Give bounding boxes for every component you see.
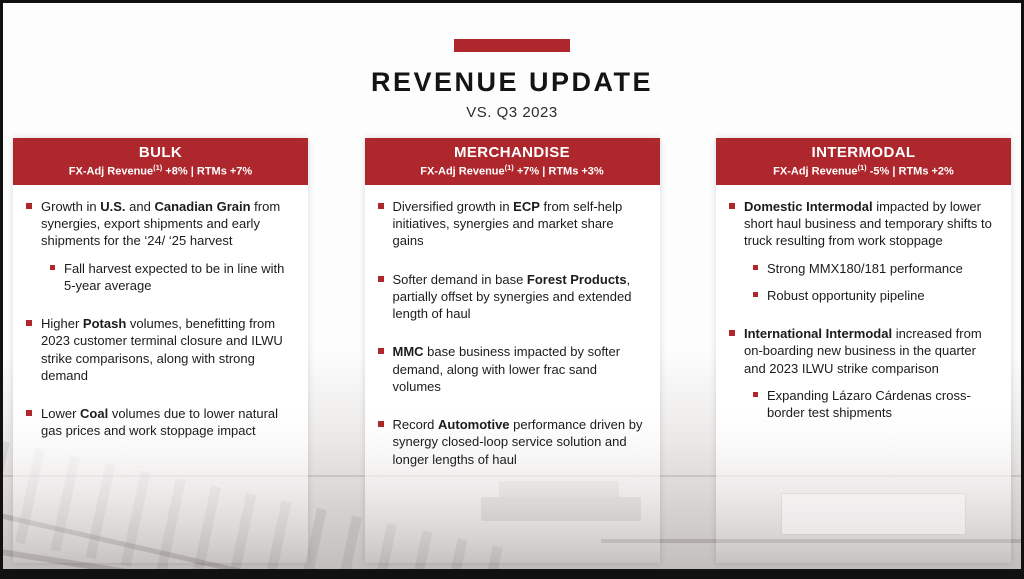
bullet-square-icon <box>729 330 735 337</box>
sub-bullet-item: Fall harvest expected to be in line with… <box>50 260 296 295</box>
bullet-text: Domestic Intermodal impacted by lower sh… <box>744 198 992 249</box>
page-title: REVENUE UPDATE <box>370 67 654 97</box>
sub-bullet-item: Robust opportunity pipeline <box>753 287 999 304</box>
bullet-square-icon <box>377 421 384 428</box>
bullet-text: Growth in U.S. and Canadian Grain from s… <box>41 198 281 249</box>
page-subtitle: VS. Q3 2023 <box>466 104 558 121</box>
bullet-square-icon <box>50 264 55 270</box>
stats-values: +7% | RTMs +3% <box>513 165 604 178</box>
column-stats: FX-Adj Revenue(1) +7% | RTMs +3% <box>371 163 654 178</box>
bullet-item: Lower Coal volumes due to lower natural … <box>26 405 296 440</box>
bullet-square-icon <box>753 291 758 297</box>
bullet-square-icon <box>753 391 758 397</box>
bullet-item: Growth in U.S. and Canadian Grain from s… <box>26 198 296 250</box>
bullet-item: Record Automotive performance driven by … <box>377 416 648 468</box>
sub-bullet-item: Strong MMX180/181 performance <box>753 260 999 277</box>
stats-footnote-marker: (1) <box>857 163 867 172</box>
bullet-text: Record Automotive performance driven by … <box>392 417 643 467</box>
bullet-text: Strong MMX180/181 performance <box>767 260 963 276</box>
bullet-text: Fall harvest expected to be in line with… <box>64 260 285 293</box>
stats-label: FX-Adj Revenue <box>68 165 154 178</box>
bullet-text: Softer demand in base Forest Products, p… <box>392 271 632 322</box>
bullet-square-icon <box>377 275 384 282</box>
title-accent-bar <box>454 39 570 52</box>
columns-container: BULK FX-Adj Revenue(1) +8% | RTMs +7% Gr… <box>13 138 1011 563</box>
bullet-square-icon <box>26 202 32 209</box>
bullet-square-icon <box>753 264 758 270</box>
bullet-square-icon <box>26 320 32 327</box>
bullet-square-icon <box>26 410 32 417</box>
bullet-square-icon <box>377 202 384 209</box>
bullet-item: Softer demand in base Forest Products, p… <box>377 271 648 323</box>
bullet-square-icon <box>729 202 735 209</box>
bullet-text: Expanding Lázaro Cárdenas cross-border t… <box>767 387 971 421</box>
bullet-text: Robust opportunity pipeline <box>767 287 925 303</box>
bottom-border-bar <box>3 569 1021 576</box>
column-title: BULK <box>138 144 183 161</box>
merchandise-column-body: Diversified growth in ECP from self-help… <box>364 184 660 563</box>
bulk-column: BULK FX-Adj Revenue(1) +8% | RTMs +7% Gr… <box>13 138 308 563</box>
bullet-text: MMC base business impacted by softer dem… <box>392 344 621 394</box>
bullet-item: Higher Potash volumes, benefitting from … <box>26 315 296 384</box>
stats-footnote-marker: (1) <box>504 163 514 172</box>
stats-label: FX-Adj Revenue <box>773 165 858 178</box>
bullet-item: International Intermodal increased from … <box>729 325 999 377</box>
intermodal-column: INTERMODAL FX-Adj Revenue(1) -5% | RTMs … <box>716 138 1011 563</box>
column-title: MERCHANDISE <box>453 144 571 161</box>
intermodal-column-body: Domestic Intermodal impacted by lower sh… <box>716 184 1011 563</box>
bulk-column-body: Growth in U.S. and Canadian Grain from s… <box>13 184 308 563</box>
intermodal-column-header: INTERMODAL FX-Adj Revenue(1) -5% | RTMs … <box>716 138 1011 185</box>
merchandise-column: MERCHANDISE FX-Adj Revenue(1) +7% | RTMs… <box>364 138 660 563</box>
merchandise-column-header: MERCHANDISE FX-Adj Revenue(1) +7% | RTMs… <box>364 138 660 185</box>
column-stats: FX-Adj Revenue(1) +8% | RTMs +7% <box>19 163 302 178</box>
bullet-text: Lower Coal volumes due to lower natural … <box>41 406 279 439</box>
stats-values: -5% | RTMs +2% <box>866 165 954 178</box>
bullet-text: International Intermodal increased from … <box>744 326 982 376</box>
bullet-item: MMC base business impacted by softer dem… <box>377 343 648 395</box>
bullet-text: Higher Potash volumes, benefitting from … <box>41 316 283 383</box>
bullet-text: Diversified growth in ECP from self-help… <box>392 198 623 249</box>
stats-label: FX-Adj Revenue <box>420 165 505 178</box>
bullet-item: Diversified growth in ECP from self-help… <box>377 198 648 250</box>
stats-footnote-marker: (1) <box>153 163 163 172</box>
stats-values: +8% | RTMs +7% <box>162 165 253 178</box>
column-stats: FX-Adj Revenue(1) -5% | RTMs +2% <box>722 163 1005 178</box>
sub-bullet-item: Expanding Lázaro Cárdenas cross-border t… <box>753 387 999 422</box>
bullet-square-icon <box>377 348 384 355</box>
bulk-column-header: BULK FX-Adj Revenue(1) +8% | RTMs +7% <box>13 138 308 185</box>
bullet-item: Domestic Intermodal impacted by lower sh… <box>729 198 999 250</box>
column-title: INTERMODAL <box>811 144 916 161</box>
